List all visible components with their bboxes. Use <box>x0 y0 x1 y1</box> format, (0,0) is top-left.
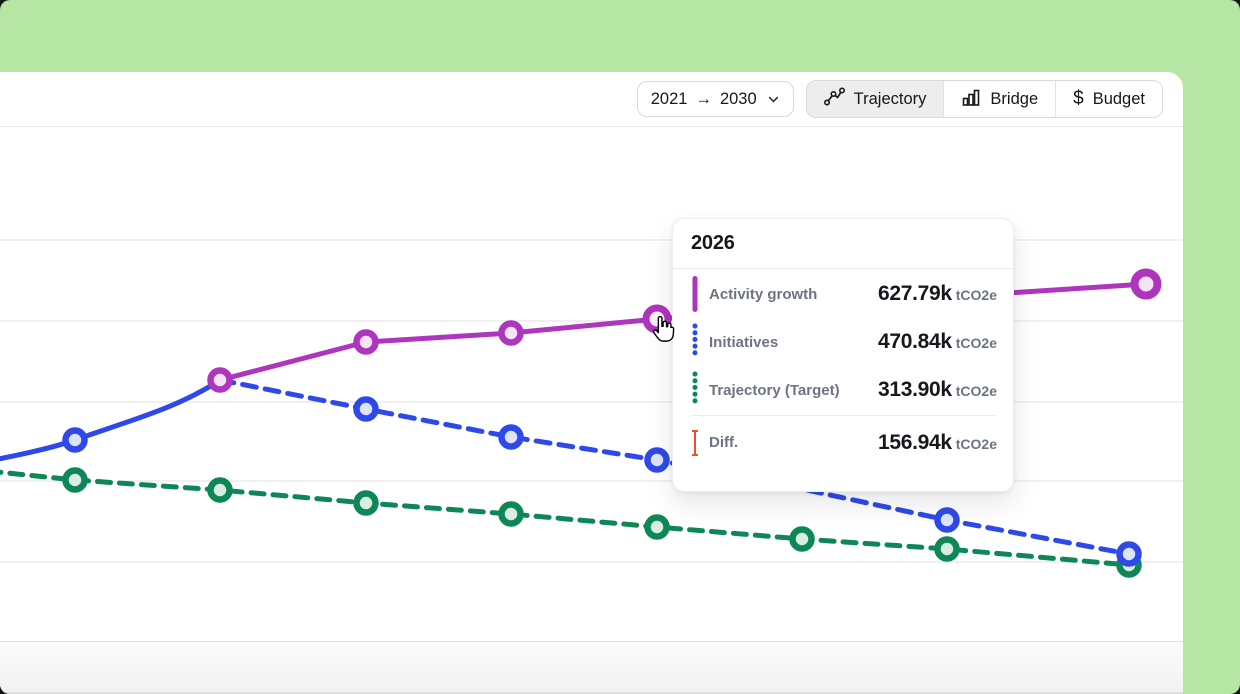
tooltip-year-title: 2026 <box>673 219 1013 269</box>
bar-chart-icon <box>961 87 981 112</box>
diff-range-indicator-icon <box>692 429 698 456</box>
chart-toolbar: 2021 → 2030 T <box>0 72 1183 127</box>
range-from-label: 2021 <box>650 89 688 108</box>
trajectory-chart-canvas[interactable]: 2026 Activity growth 627.79k tCO2e Initia <box>0 127 1183 641</box>
dollar-icon: $ <box>1073 88 1084 109</box>
trajectory-card: 2021 → 2030 T <box>0 72 1183 694</box>
series-indicator-dotted-blue-icon <box>692 323 698 362</box>
arrow-right-icon: → <box>695 89 712 108</box>
tooltip-row-activity-growth: Activity growth 627.79k tCO2e <box>691 270 997 318</box>
chart-footer-strip <box>0 641 1183 694</box>
tooltip-row-initiatives: Initiatives 470.84k tCO2e <box>691 318 997 366</box>
tooltip-row-label: Activity growth <box>709 285 818 303</box>
hand-pointer-cursor-icon <box>652 316 675 342</box>
tooltip-row-value: 470.84k tCO2e <box>877 330 997 353</box>
year-range-selector[interactable]: 2021 → 2030 <box>636 81 794 117</box>
tooltip-row-value: 313.90k tCO2e <box>877 378 997 401</box>
chart-tooltip: 2026 Activity growth 627.79k tCO2e Initia <box>672 218 1014 492</box>
tooltip-row-label: Trajectory (Target) <box>709 381 840 399</box>
series-indicator-solid-magenta-icon <box>692 276 698 312</box>
tab-budget-label: Budget <box>1092 89 1145 108</box>
tooltip-row-label: Initiatives <box>709 333 779 351</box>
tooltip-row-label: Diff. <box>709 434 739 451</box>
trajectory-icon <box>823 86 845 112</box>
tab-trajectory-label: Trajectory <box>853 89 927 108</box>
tooltip-row-value: 156.94k tCO2e <box>877 430 997 454</box>
tooltip-row-trajectory-target: Trajectory (Target) 313.90k tCO2e <box>691 366 997 414</box>
tooltip-rows: Activity growth 627.79k tCO2e Initiatives… <box>673 269 1013 468</box>
unit-label: tCO2e <box>955 287 997 303</box>
unit-label: tCO2e <box>955 383 997 399</box>
series-indicator-dotted-green-icon <box>692 371 698 410</box>
tab-trajectory[interactable]: Trajectory <box>806 81 944 117</box>
chevron-down-icon <box>767 93 780 106</box>
unit-label: tCO2e <box>955 435 997 452</box>
tooltip-row-value: 627.79k tCO2e <box>877 282 997 305</box>
range-to-label: 2030 <box>719 89 757 108</box>
tab-budget[interactable]: $ Budget <box>1055 81 1162 117</box>
tab-bridge[interactable]: Bridge <box>943 81 1056 117</box>
tooltip-row-diff: Diff. 156.94k tCO2e <box>691 417 997 468</box>
view-mode-tabs: Trajectory Bridge $ Budget <box>805 80 1163 118</box>
tooltip-divider <box>691 415 997 416</box>
tab-bridge-label: Bridge <box>990 89 1039 108</box>
unit-label: tCO2e <box>955 335 997 351</box>
